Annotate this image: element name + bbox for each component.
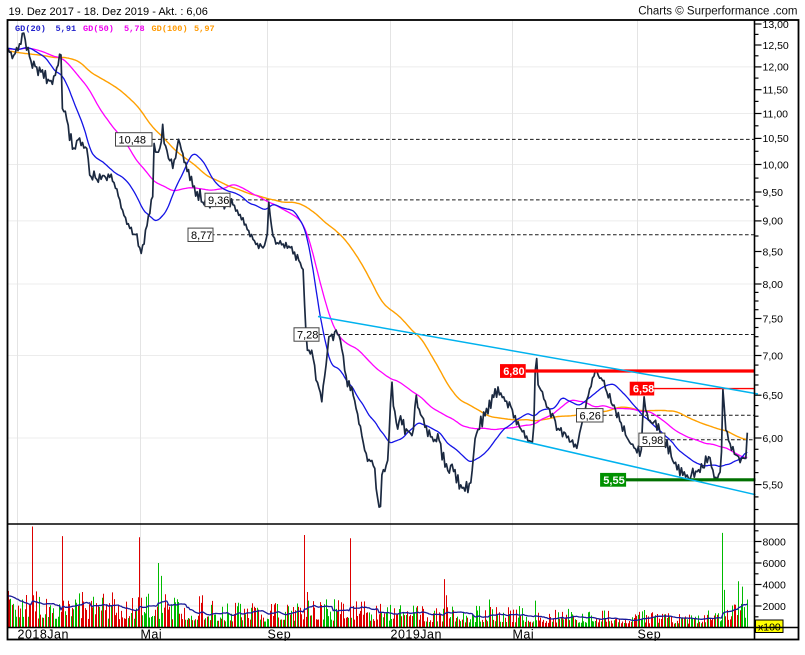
svg-text:GD(20): GD(20): [15, 24, 46, 34]
svg-text:2018Jan: 2018Jan: [18, 628, 69, 642]
svg-text:8,00: 8,00: [763, 279, 784, 291]
svg-text:8,77: 8,77: [191, 230, 212, 242]
svg-text:5,78: 5,78: [124, 24, 145, 34]
svg-text:19. Dez 2017 - 18. Dez 2019 -: 19. Dez 2017 - 18. Dez 2019 - Akt. : 6,0…: [9, 6, 208, 18]
svg-text:5,55: 5,55: [603, 475, 624, 487]
svg-text:Mai: Mai: [141, 628, 163, 642]
svg-text:Mai: Mai: [513, 628, 535, 642]
svg-text:9,36: 9,36: [208, 195, 229, 207]
svg-text:6,26: 6,26: [580, 410, 601, 422]
svg-text:10,48: 10,48: [119, 134, 147, 146]
svg-text:6,58: 6,58: [633, 384, 654, 396]
svg-text:11,00: 11,00: [763, 108, 789, 120]
svg-text:GD(50): GD(50): [83, 24, 114, 34]
svg-text:2019Jan: 2019Jan: [391, 628, 442, 642]
svg-text:7,28: 7,28: [297, 330, 318, 342]
svg-text:8000: 8000: [763, 536, 787, 548]
svg-text:12,50: 12,50: [763, 40, 789, 52]
svg-text:Sep: Sep: [268, 628, 292, 642]
svg-text:GD(100): GD(100): [152, 24, 188, 34]
svg-text:13,00: 13,00: [763, 19, 789, 31]
svg-text:4000: 4000: [763, 579, 787, 591]
svg-text:10,00: 10,00: [763, 159, 789, 171]
svg-text:Sep: Sep: [638, 628, 662, 642]
svg-text:6000: 6000: [763, 558, 787, 570]
svg-text:2000: 2000: [763, 601, 787, 613]
svg-text:Charts © Surperformance .com: Charts © Surperformance .com: [638, 6, 797, 18]
svg-text:5,98: 5,98: [642, 435, 663, 447]
svg-text:9,00: 9,00: [763, 216, 784, 228]
svg-text:5,50: 5,50: [763, 479, 784, 491]
svg-text:12,00: 12,00: [763, 62, 789, 74]
svg-text:9,50: 9,50: [763, 187, 784, 199]
svg-text:10,50: 10,50: [763, 133, 789, 145]
svg-text:11,50: 11,50: [763, 85, 789, 97]
svg-text:6,80: 6,80: [503, 366, 524, 378]
svg-text:5,97: 5,97: [194, 24, 215, 34]
svg-text:6,00: 6,00: [763, 433, 784, 445]
svg-text:7,50: 7,50: [763, 313, 784, 325]
svg-text:8,50: 8,50: [763, 246, 784, 258]
svg-text:6,50: 6,50: [763, 390, 784, 402]
svg-text:5,91: 5,91: [56, 24, 77, 34]
svg-text:7,00: 7,00: [763, 350, 784, 362]
